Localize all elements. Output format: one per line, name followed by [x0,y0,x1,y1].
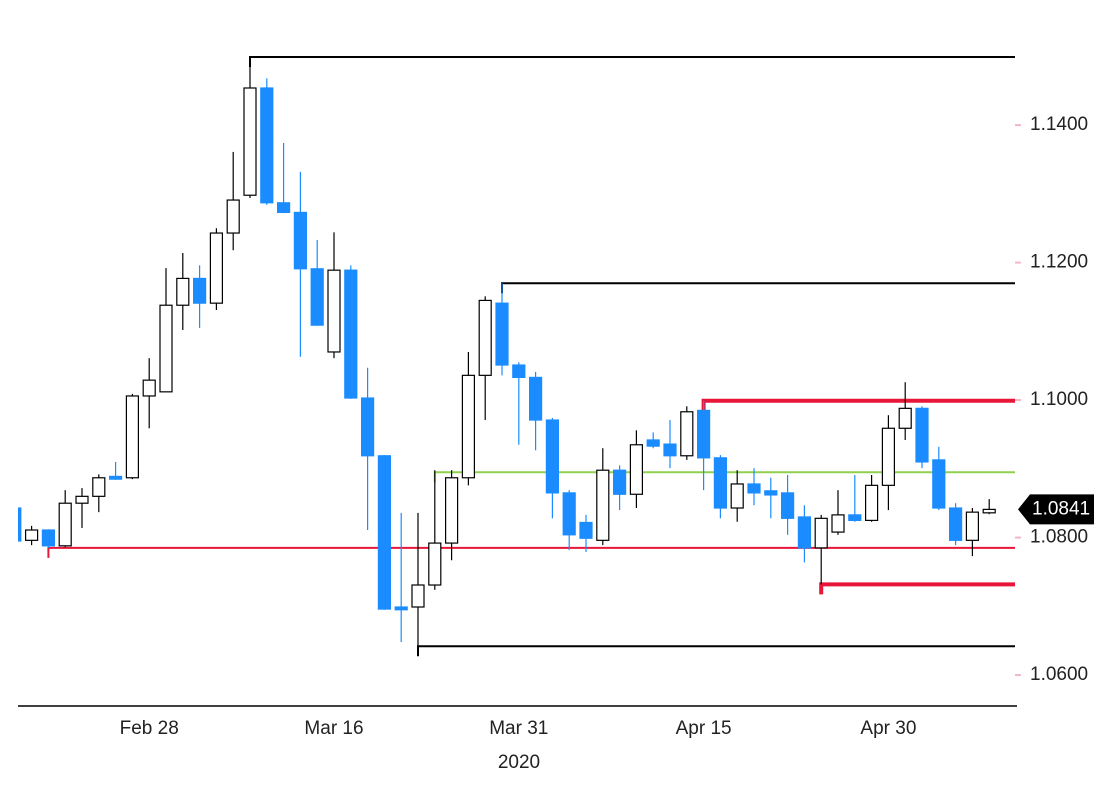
candle-body [680,411,694,457]
candle-body [780,492,795,519]
x-tick-label: Apr 15 [676,718,732,739]
level-line [819,582,1015,595]
candle-body [327,269,341,353]
candle-body [411,584,425,608]
candle-body [445,477,459,544]
candle-body [797,516,812,549]
candle-body [260,87,274,204]
candle-body [92,477,106,497]
candle-body [948,507,963,541]
y-tick-label: 1.0600 [1030,664,1088,685]
candle-body [747,483,761,494]
candle-body [125,395,140,479]
candle-body [25,529,39,541]
candle-body [142,379,156,397]
candle-body [512,364,526,379]
level-line [501,282,1015,294]
x-tick-label: Apr 30 [860,718,916,739]
candle-body [75,495,89,504]
candle-body [277,202,291,214]
candle-body [310,268,324,326]
candle-body [646,439,660,447]
candle-body [176,277,190,306]
candle-body [41,529,56,547]
candle-body [881,427,896,486]
candle-body [394,606,408,611]
level-line [249,56,1015,68]
candle-body [226,199,240,234]
candle-body [461,374,475,479]
candle-body [528,376,543,421]
candle-body [982,508,996,514]
candle-body [629,444,644,495]
y-tick-label: 1.1200 [1030,252,1088,273]
candle-body [478,299,492,376]
candle-body [193,277,207,304]
candle-body [831,514,845,533]
candle-body [108,475,123,480]
candle-body [915,407,929,463]
candle-body [18,507,22,542]
candle-body [209,232,223,304]
last-price-tag [1018,494,1094,525]
candle-body [545,419,560,494]
candle-body [596,469,610,541]
level-line [417,645,1015,657]
candle-body [814,517,828,549]
candle-body [495,302,509,366]
candle-body [344,269,358,399]
level-line [701,398,1015,411]
candle-body [663,443,677,457]
candle-body [243,87,257,196]
candle-body [377,455,391,610]
candle-body [713,457,728,509]
candle-body [696,409,711,459]
candle-body [730,483,744,509]
candle-body [58,502,72,547]
x-tick-label: Feb 28 [120,718,179,739]
x-sublabel: 2020 [498,752,540,773]
candle-body [864,484,879,521]
y-tick-label: 1.1000 [1030,389,1088,410]
candle-body [965,511,980,541]
candle-body [932,459,946,509]
y-tick-label: 1.1400 [1030,114,1088,135]
candle-body [361,397,375,457]
candle-body [764,490,778,496]
candle-body [579,521,593,539]
x-tick-label: Mar 31 [489,718,548,739]
level-line [47,546,1015,558]
candle-body [159,304,173,393]
last-price-label: 1.0841 [1032,498,1090,519]
candle-body [293,211,307,270]
plot-area [18,56,1015,657]
candle-body [612,469,627,495]
y-tick-label: 1.0800 [1030,527,1088,548]
candle-body [562,492,576,536]
candle-body [428,542,442,586]
x-tick-label: Mar 16 [304,718,363,739]
candle-body [848,514,862,521]
candle-body [898,407,912,429]
